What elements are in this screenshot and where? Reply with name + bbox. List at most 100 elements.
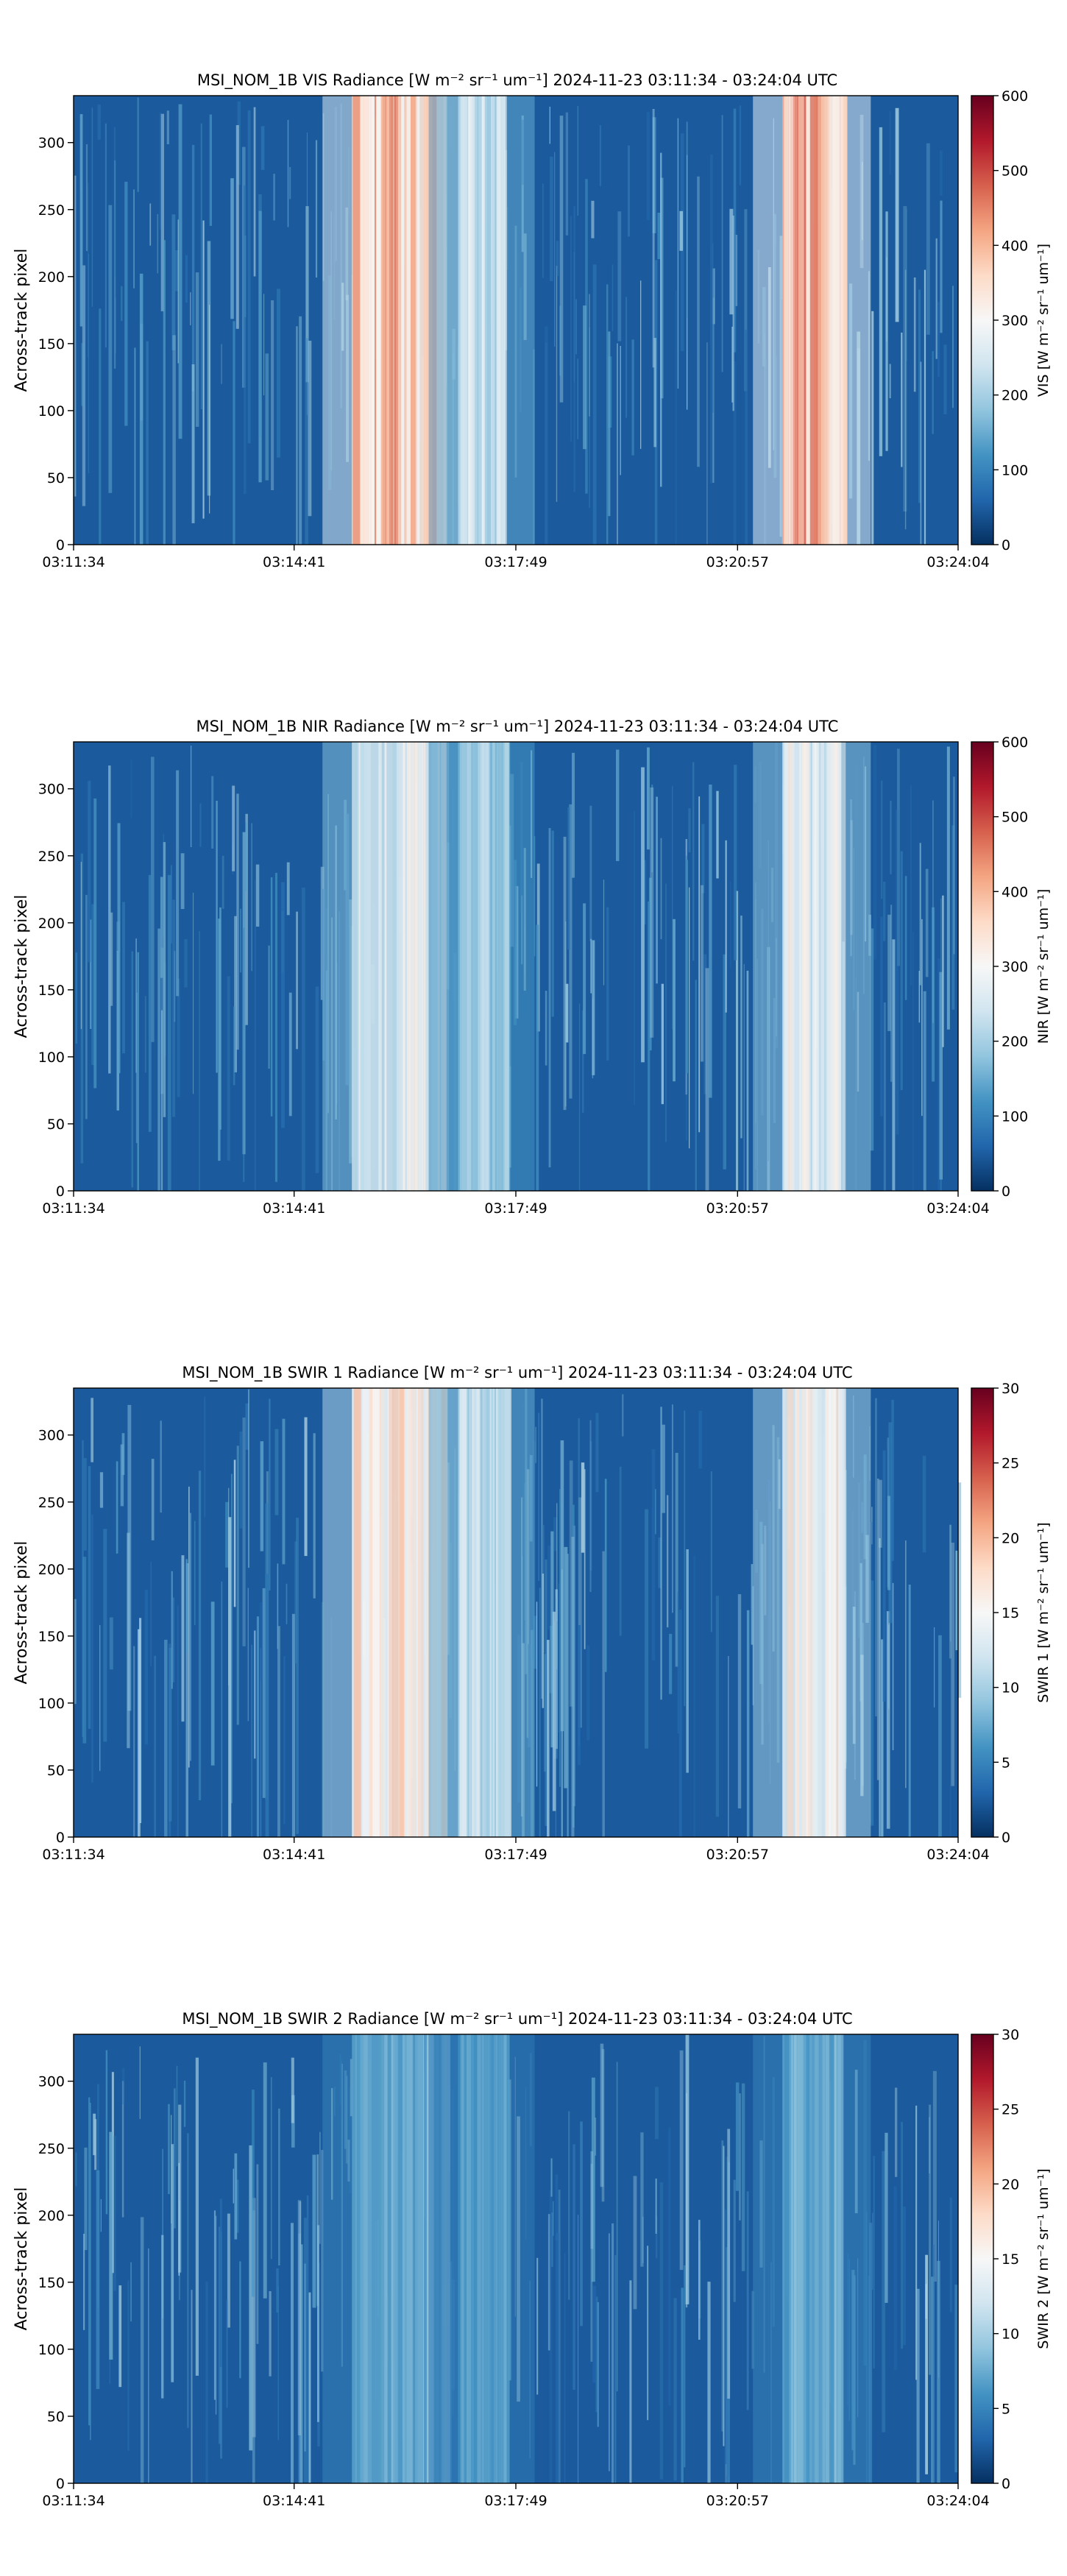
- y-axis-label: Across-track pixel: [13, 1541, 31, 1685]
- bright-band: [753, 96, 871, 545]
- x-tick-label: 03:11:34: [42, 2493, 104, 2509]
- colorbar-tick-label: 0: [1002, 1183, 1010, 1200]
- colorbar-tick-label: 25: [1002, 1456, 1019, 1472]
- bright-band: [753, 742, 871, 1191]
- colorbar-tick-label: 500: [1002, 810, 1028, 826]
- x-tick-label: 03:14:41: [263, 2493, 325, 2509]
- colorbar-tick-label: 15: [1002, 1605, 1019, 1621]
- bright-band: [428, 96, 535, 545]
- bright-band: [428, 1388, 535, 1837]
- y-tick-label: 250: [38, 2141, 65, 2157]
- colorbar-tick-label: 5: [1002, 2401, 1010, 2417]
- x-tick-label: 03:20:57: [706, 1847, 769, 1863]
- y-tick-label: 250: [38, 1495, 65, 1511]
- x-tick-label: 03:20:57: [706, 1200, 769, 1217]
- colorbar-tick-label: 600: [1002, 88, 1028, 105]
- y-tick-label: 300: [38, 782, 65, 798]
- colorbar: 0 100 200 300 400 500 600 VIS [W m⁻² sr⁻¹ um⁻¹]: [971, 88, 1052, 553]
- colorbar-tick-label: 15: [1002, 2251, 1019, 2268]
- colorbar: 0 5 10 15 20 25 30 SWIR 1 [W m⁻² sr⁻¹ um⁻¹]: [971, 1381, 1052, 1846]
- heatmap-image: [74, 96, 958, 545]
- colorbar-tick-label: 30: [1002, 1381, 1019, 1397]
- colorbar-tick-label: 300: [1002, 959, 1028, 975]
- panel-title: MSI_NOM_1B SWIR 2 Radiance [W m⁻² sr⁻¹ u…: [182, 2010, 852, 2028]
- y-tick-label: 200: [38, 916, 65, 932]
- y-tick-label: 150: [38, 2275, 65, 2291]
- y-tick-label: 300: [38, 2074, 65, 2090]
- y-tick-label: 0: [56, 1830, 65, 1846]
- colorbar-tick-label: 500: [1002, 163, 1028, 180]
- colorbar-tick-label: 300: [1002, 313, 1028, 329]
- colorbar-gradient: [971, 1388, 993, 1837]
- x-tick-label: 03:14:41: [263, 1847, 325, 1863]
- colorbar-tick-label: 20: [1002, 1530, 1019, 1546]
- y-tick-label: 150: [38, 1629, 65, 1645]
- colorbar-tick-label: 100: [1002, 1108, 1028, 1125]
- y-tick-label: 50: [47, 1763, 65, 1779]
- colorbar-label: SWIR 2 [W m⁻² sr⁻¹ um⁻¹]: [1035, 2168, 1052, 2349]
- y-tick-label: 200: [38, 1562, 65, 1578]
- y-tick-label: 200: [38, 269, 65, 286]
- colorbar-tick-label: 10: [1002, 1680, 1019, 1696]
- colorbar-tick-label: 200: [1002, 388, 1028, 404]
- colorbar-tick-label: 600: [1002, 735, 1028, 751]
- y-tick-label: 200: [38, 2208, 65, 2224]
- bright-band: [322, 96, 476, 545]
- y-axis-label: Across-track pixel: [13, 2187, 31, 2331]
- x-tick-label: 03:17:49: [484, 554, 547, 570]
- x-tick-label: 03:24:04: [926, 1200, 989, 1217]
- colorbar-tick-label: 200: [1002, 1034, 1028, 1050]
- y-tick-label: 50: [47, 470, 65, 486]
- colorbar-tick-label: 400: [1002, 238, 1028, 254]
- x-tick-label: 03:14:41: [263, 1200, 325, 1217]
- panel-title: MSI_NOM_1B SWIR 1 Radiance [W m⁻² sr⁻¹ u…: [182, 1364, 852, 1382]
- y-tick-label: 0: [56, 1183, 65, 1200]
- y-tick-label: 100: [38, 1696, 65, 1712]
- y-tick-label: 250: [38, 202, 65, 219]
- x-tick-label: 03:24:04: [926, 2493, 989, 2509]
- x-tick-label: 03:17:49: [484, 1200, 547, 1217]
- panel-title: MSI_NOM_1B NIR Radiance [W m⁻² sr⁻¹ um⁻¹…: [196, 718, 839, 736]
- colorbar-gradient: [971, 96, 993, 545]
- colorbar-gradient: [971, 2034, 993, 2483]
- y-tick-label: 0: [56, 537, 65, 553]
- colorbar-tick-label: 25: [1002, 2102, 1019, 2118]
- bright-band: [428, 2034, 535, 2483]
- colorbar: 0 5 10 15 20 25 30 SWIR 2 [W m⁻² sr⁻¹ um⁻¹]: [971, 2027, 1052, 2492]
- heatmap-image: [74, 2034, 959, 2483]
- bright-band: [753, 1388, 871, 1837]
- colorbar-gradient: [971, 742, 993, 1191]
- y-axis-label: Across-track pixel: [13, 249, 31, 392]
- panel-title: MSI_NOM_1B VIS Radiance [W m⁻² sr⁻¹ um⁻¹…: [197, 71, 837, 90]
- y-tick-label: 300: [38, 1428, 65, 1444]
- colorbar-tick-label: 20: [1002, 2176, 1019, 2193]
- radiance-panel-1: MSI_NOM_1B VIS Radiance [W m⁻² sr⁻¹ um⁻¹…: [13, 71, 1052, 570]
- bright-band: [428, 742, 535, 1191]
- x-tick-label: 03:11:34: [42, 554, 104, 570]
- y-tick-label: 100: [38, 1050, 65, 1066]
- colorbar: 0 100 200 300 400 500 600 NIR [W m⁻² sr⁻¹ um⁻¹]: [971, 735, 1052, 1200]
- colorbar-tick-label: 10: [1002, 2326, 1019, 2343]
- colorbar-tick-label: 0: [1002, 537, 1010, 553]
- colorbar-label: VIS [W m⁻² sr⁻¹ um⁻¹]: [1035, 244, 1052, 397]
- y-tick-label: 150: [38, 336, 65, 353]
- x-tick-label: 03:20:57: [706, 2493, 769, 2509]
- colorbar-tick-label: 100: [1002, 462, 1028, 478]
- x-tick-label: 03:17:49: [484, 2493, 547, 2509]
- x-tick-label: 03:11:34: [42, 1847, 104, 1863]
- x-tick-label: 03:24:04: [926, 1847, 989, 1863]
- colorbar-tick-label: 0: [1002, 1830, 1010, 1846]
- x-tick-label: 03:11:34: [42, 1200, 104, 1217]
- y-axis-label: Across-track pixel: [13, 895, 31, 1038]
- y-tick-label: 100: [38, 2342, 65, 2358]
- x-tick-label: 03:24:04: [926, 554, 989, 570]
- heatmap-image: [74, 742, 958, 1191]
- y-tick-label: 0: [56, 2476, 65, 2492]
- colorbar-tick-label: 30: [1002, 2027, 1019, 2043]
- y-tick-label: 50: [47, 1117, 65, 1133]
- x-tick-label: 03:14:41: [263, 554, 325, 570]
- colorbar-tick-label: 400: [1002, 884, 1028, 900]
- x-tick-label: 03:20:57: [706, 554, 769, 570]
- colorbar-label: NIR [W m⁻² sr⁻¹ um⁻¹]: [1035, 889, 1052, 1044]
